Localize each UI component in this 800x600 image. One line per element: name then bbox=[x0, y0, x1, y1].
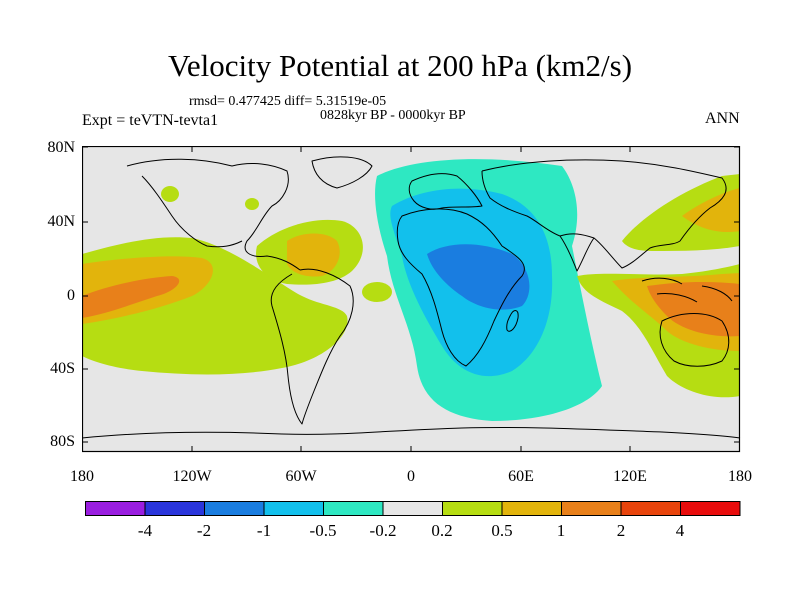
y-tick-label-80s: 80S bbox=[50, 433, 75, 450]
colorbar-swatch bbox=[144, 501, 205, 516]
x-tick-label-0: 0 bbox=[407, 468, 415, 485]
anomaly-0.5-atlantic bbox=[287, 233, 340, 277]
coast-australia bbox=[659, 313, 730, 367]
anomaly-0.2-south-atlantic bbox=[362, 282, 392, 302]
anomaly-0.2-pacific-north bbox=[161, 186, 179, 202]
x-tick-label-180w: 180 bbox=[70, 468, 94, 485]
season-label: ANN bbox=[705, 110, 740, 127]
colorbar-swatch bbox=[680, 501, 741, 516]
x-tick-label-180e: 180 bbox=[728, 468, 752, 485]
x-tick-label-120w: 120W bbox=[172, 468, 212, 485]
colorbar-label: 0.2 bbox=[431, 521, 453, 540]
colorbar-label: 0.5 bbox=[491, 521, 513, 540]
colorbar-swatch bbox=[263, 501, 324, 516]
x-tick-label-60e: 60E bbox=[508, 468, 534, 485]
colorbar-label: -1 bbox=[256, 521, 272, 540]
colorbar-swatch bbox=[323, 501, 384, 516]
coast-south-america bbox=[270, 268, 354, 425]
coast-europe bbox=[408, 173, 483, 210]
colorbar-label: 2 bbox=[616, 521, 626, 540]
map-ticks bbox=[82, 146, 740, 452]
y-tick-label-equator: 0 bbox=[67, 287, 75, 304]
colorbar-label: -0.2 bbox=[369, 521, 397, 540]
x-tick-label-60w: 60W bbox=[285, 468, 317, 485]
coast-greenland bbox=[311, 156, 373, 189]
colorbar-swatch bbox=[204, 501, 265, 516]
colorbar-swatch bbox=[561, 501, 622, 516]
colorbar-label: 1 bbox=[556, 521, 566, 540]
y-tick-label-40s: 40S bbox=[50, 360, 75, 377]
colorbar-swatch bbox=[620, 501, 681, 516]
anomaly-neg1-africa bbox=[427, 244, 530, 310]
coastlines bbox=[82, 156, 741, 439]
y-tick-label-40n: 40N bbox=[47, 213, 75, 230]
velocity-potential-map bbox=[82, 146, 741, 453]
colorbar-label: 4 bbox=[675, 521, 685, 540]
colorbar-label: -2 bbox=[196, 521, 212, 540]
x-tick-label-120e: 120E bbox=[613, 468, 647, 485]
coast-madagascar bbox=[506, 310, 519, 332]
coast-africa bbox=[396, 208, 525, 367]
colorbar-label: -0.5 bbox=[309, 521, 337, 540]
coast-maritime-continent bbox=[641, 277, 733, 303]
chart-title: Velocity Potential at 200 hPa (km2/s) bbox=[167, 48, 633, 83]
colorbar-swatch bbox=[382, 501, 443, 516]
anomaly-1-maritime bbox=[647, 281, 740, 337]
y-tick-label-80n: 80N bbox=[47, 139, 75, 156]
colorbar-swatch bbox=[501, 501, 562, 516]
colorbar-swatch bbox=[442, 501, 503, 516]
colorbar-swatch bbox=[85, 501, 146, 516]
anomaly-0.2-gulf bbox=[245, 198, 259, 210]
colorbar-label: -4 bbox=[137, 521, 153, 540]
stats-subtitle: rmsd= 0.477425 diff= 5.31519e-05 bbox=[189, 94, 387, 109]
coast-central-america bbox=[141, 175, 243, 248]
coast-india bbox=[559, 235, 595, 272]
period-subtitle: 0828kyr BP - 0000kyr BP bbox=[320, 108, 466, 123]
anomaly-1-east-pacific bbox=[82, 276, 180, 318]
coast-asia bbox=[481, 159, 727, 269]
experiment-label: Expt = teVTN-tevta1 bbox=[82, 112, 219, 129]
coast-antarctica bbox=[82, 426, 741, 439]
colorbar bbox=[85, 501, 741, 516]
anomaly-0.2-east-asia bbox=[622, 174, 740, 251]
coast-north-america bbox=[126, 158, 301, 271]
